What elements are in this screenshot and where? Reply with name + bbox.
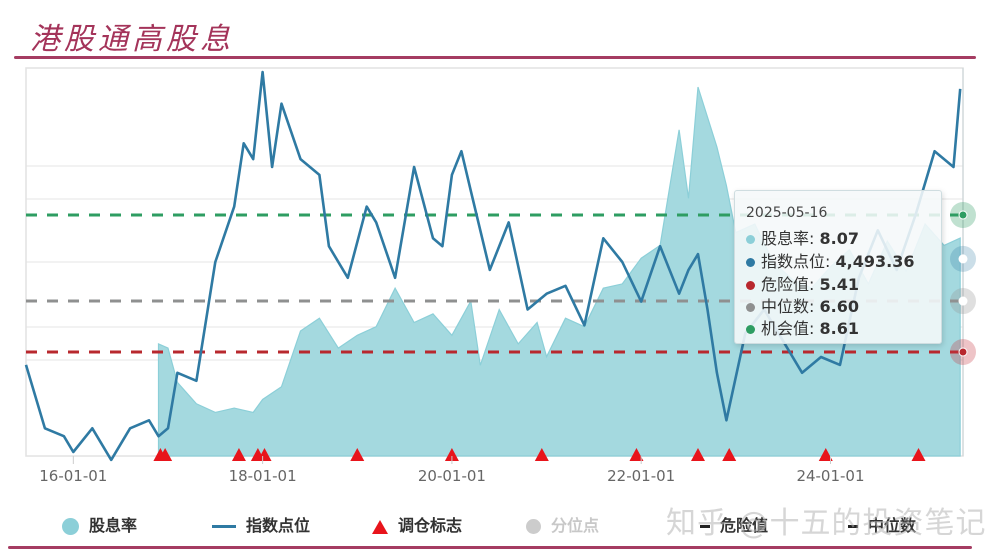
rebalance-marker-icon[interactable]	[158, 448, 173, 461]
legend-item-quantile[interactable]: 分位点	[526, 512, 599, 536]
rebalance-marker-icon[interactable]	[231, 448, 246, 461]
line-icon	[212, 525, 236, 528]
median-dot-icon	[746, 303, 755, 312]
legend-item-index[interactable]: 指数点位	[212, 512, 310, 536]
median-point-icon	[958, 296, 968, 306]
tooltip-row-yield: 股息率: 8.07	[746, 225, 859, 249]
x-tick-label: 18-01-01	[228, 467, 297, 485]
bottom-rule	[8, 546, 972, 549]
rebalance-marker-icon[interactable]	[257, 448, 272, 461]
rebalance-marker-icon[interactable]	[629, 448, 644, 461]
tooltip-row-opportunity: 机会值: 8.61	[746, 315, 859, 339]
tooltip-date: 2025-05-16	[746, 205, 828, 221]
rebalance-marker-icon[interactable]	[722, 448, 737, 461]
rebalance-marker-icon[interactable]	[690, 448, 705, 461]
triangle-icon	[372, 519, 388, 534]
dash-icon	[700, 525, 710, 528]
rebalance-marker-icon[interactable]	[534, 448, 549, 461]
index-point-icon	[958, 254, 968, 264]
dash-icon	[848, 525, 858, 528]
tooltip-row-index: 指数点位: 4,493.36	[746, 248, 914, 272]
rebalance-marker-icon[interactable]	[350, 448, 365, 461]
page-title: 港股通高股息	[30, 22, 234, 57]
rebalance-marker-icon[interactable]	[818, 448, 833, 461]
opportunity-point-icon	[958, 210, 968, 220]
tooltip-row-median: 中位数: 6.60	[746, 293, 859, 317]
title-underline	[14, 56, 976, 59]
x-tick-label: 22-01-01	[607, 467, 676, 485]
yield-dot-icon	[746, 235, 755, 244]
circle-icon	[526, 519, 541, 534]
legend-item-median[interactable]: 中位数	[848, 512, 916, 536]
chart-tooltip: 2025-05-16 股息率: 8.07 指数点位: 4,493.36 危险值:…	[734, 190, 942, 344]
tooltip-row-danger: 危险值: 5.41	[746, 271, 859, 295]
legend-item-yield[interactable]: 股息率	[62, 512, 137, 536]
x-tick-label: 16-01-01	[39, 467, 108, 485]
rebalance-marker-icon[interactable]	[444, 448, 459, 461]
x-tick-label: 24-01-01	[796, 467, 865, 485]
danger-dot-icon	[746, 281, 755, 290]
circle-icon	[62, 518, 79, 535]
x-tick-label: 20-01-01	[417, 467, 486, 485]
index-dot-icon	[746, 258, 755, 267]
legend-item-rebalance[interactable]: 调仓标志	[372, 512, 462, 536]
opportunity-dot-icon	[746, 325, 755, 334]
danger-point-icon	[958, 347, 968, 357]
legend-item-danger[interactable]: 危险值	[700, 512, 768, 536]
rebalance-marker-icon[interactable]	[911, 448, 926, 461]
